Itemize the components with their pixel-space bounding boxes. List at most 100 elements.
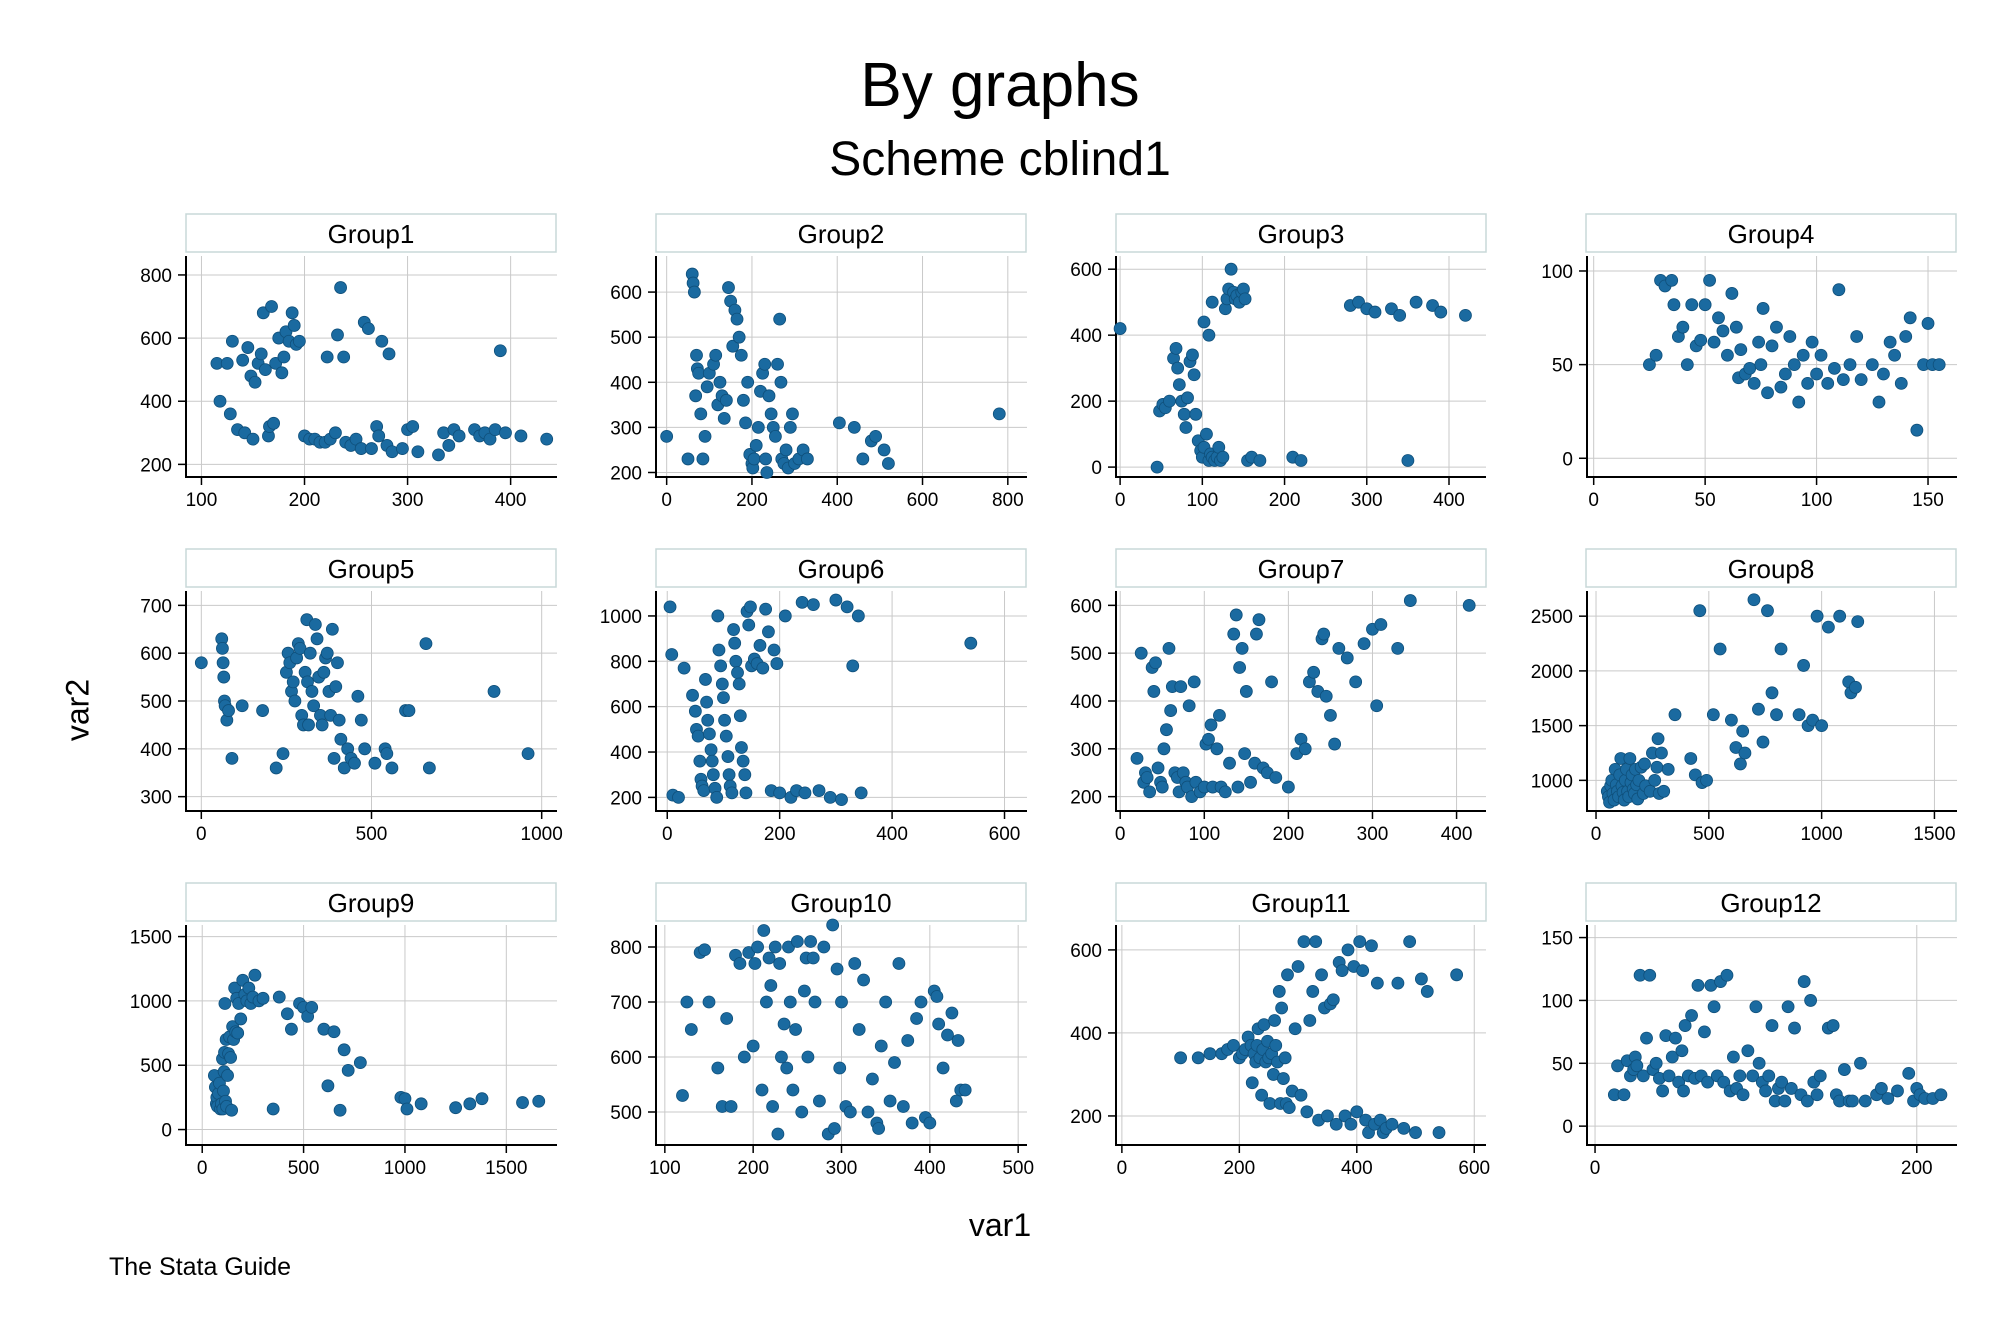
y-tick-label: 150 (1541, 929, 1573, 950)
scatter-point (753, 639, 767, 652)
scatter-point (1833, 609, 1847, 623)
scatter-point (718, 713, 731, 727)
scatter-point (829, 593, 843, 607)
scatter-point (1636, 1069, 1650, 1083)
scatter-point (700, 695, 713, 709)
scatter-point (1678, 1019, 1692, 1032)
scatter-point (267, 416, 280, 430)
panel-group6: Group6 0 200 400 600 200 400 600 800 1000 (600, 548, 1027, 845)
scatter-point (1656, 1084, 1670, 1098)
scatter-point (1894, 376, 1908, 390)
scatter-point (368, 756, 382, 770)
scatter-point (771, 357, 784, 371)
scatter-point (442, 439, 456, 452)
scatter-point (1649, 1056, 1663, 1070)
scatter-point (236, 353, 250, 367)
scatter-point (1294, 1088, 1308, 1102)
scatter-point (1759, 1084, 1772, 1098)
scatter-point (248, 968, 262, 982)
scatter-point (1675, 1044, 1689, 1058)
scatter-point (1223, 756, 1236, 770)
scatter-point (1858, 1094, 1872, 1108)
scatter-point (1775, 1075, 1789, 1089)
scatter-point (1743, 361, 1757, 375)
scatter-point (1756, 735, 1770, 749)
scatter-point (320, 646, 334, 660)
scatter-point (1459, 308, 1472, 322)
scatter-point (516, 1096, 529, 1109)
scatter-point (1324, 708, 1337, 722)
scatter-point (1741, 1044, 1755, 1058)
scatter-point (660, 430, 674, 443)
scatter-point (693, 754, 707, 768)
scatter-point (1385, 1117, 1399, 1131)
scatter-point (712, 643, 726, 657)
panel-group3: Group3 0 100 200 300 400 0 200 400 600 (1070, 213, 1487, 511)
panel-header (1115, 548, 1487, 588)
scatter-point (846, 659, 860, 673)
scatter-point (419, 637, 433, 651)
scatter-point (327, 1025, 341, 1039)
scatter-point (1306, 985, 1320, 998)
scatter-point (354, 713, 368, 727)
y-tick-label: 200 (140, 455, 172, 476)
scatter-point (1787, 358, 1801, 372)
scatter-point (1680, 358, 1694, 372)
scatter-point (1736, 1088, 1750, 1102)
scatter-point (1668, 708, 1682, 722)
x-tick-label: 150 (1912, 490, 1944, 511)
scatter-point (1752, 335, 1766, 349)
scatter-point (372, 429, 386, 443)
scatter-point (1815, 719, 1829, 733)
panel-group5: Group5 0 500 1000 300 400 500 600 700 (140, 548, 563, 845)
panel-header (655, 213, 1027, 253)
x-tick-label: 100 (1188, 824, 1220, 845)
scatter-point (721, 750, 735, 763)
scatter-point (332, 713, 346, 727)
scatter-point (1350, 1105, 1364, 1119)
x-tick-label: 200 (1223, 1158, 1255, 1179)
scatter-point (1849, 680, 1862, 694)
scatter-point (1269, 1038, 1283, 1052)
scatter-point (681, 452, 695, 466)
scatter-point (914, 995, 928, 1009)
scatter-point (1335, 964, 1349, 978)
scatter-point (945, 1006, 959, 1020)
x-tick-label: 0 (197, 1158, 208, 1179)
scatter-point (382, 347, 396, 361)
scatter-point (1872, 395, 1886, 409)
scatter-point (402, 704, 416, 717)
scatter-point (280, 1007, 294, 1021)
scatter-point (449, 1101, 463, 1115)
scatter-point (777, 1017, 791, 1031)
scatter-point (1238, 292, 1252, 306)
scatter-point (936, 1061, 950, 1075)
x-tick-label: 0 (661, 490, 672, 511)
scatter-point (768, 940, 782, 954)
scatter-point (1934, 1088, 1948, 1102)
y-tick-label: 1500 (1531, 717, 1573, 738)
scatter-point (1850, 330, 1864, 343)
chart-note: The Stata Guide (109, 1253, 292, 1281)
scatter-point (801, 1050, 815, 1064)
scatter-point (1157, 742, 1171, 756)
scatter-point (733, 957, 747, 970)
panel-header (185, 548, 557, 588)
scatter-point (663, 600, 677, 614)
scatter-point (1163, 394, 1176, 408)
panel-header (185, 213, 557, 253)
scatter-point (1202, 328, 1216, 342)
scatter-point (1800, 1094, 1814, 1108)
scatter-point (732, 330, 746, 344)
panel-header (1115, 882, 1487, 922)
x-tick-label: 400 (1433, 490, 1465, 511)
x-tick-label: 1500 (485, 1158, 527, 1179)
scatter-point (1693, 604, 1707, 618)
x-tick-label: 1500 (1913, 824, 1955, 845)
y-tick-label: 1000 (130, 992, 172, 1013)
y-tick-label: 200 (610, 463, 642, 484)
scatter-point (1661, 763, 1675, 776)
scatter-point (676, 1089, 689, 1102)
y-tick-label: 2500 (1531, 607, 1573, 628)
panel-header-label: Group7 (1258, 554, 1345, 584)
